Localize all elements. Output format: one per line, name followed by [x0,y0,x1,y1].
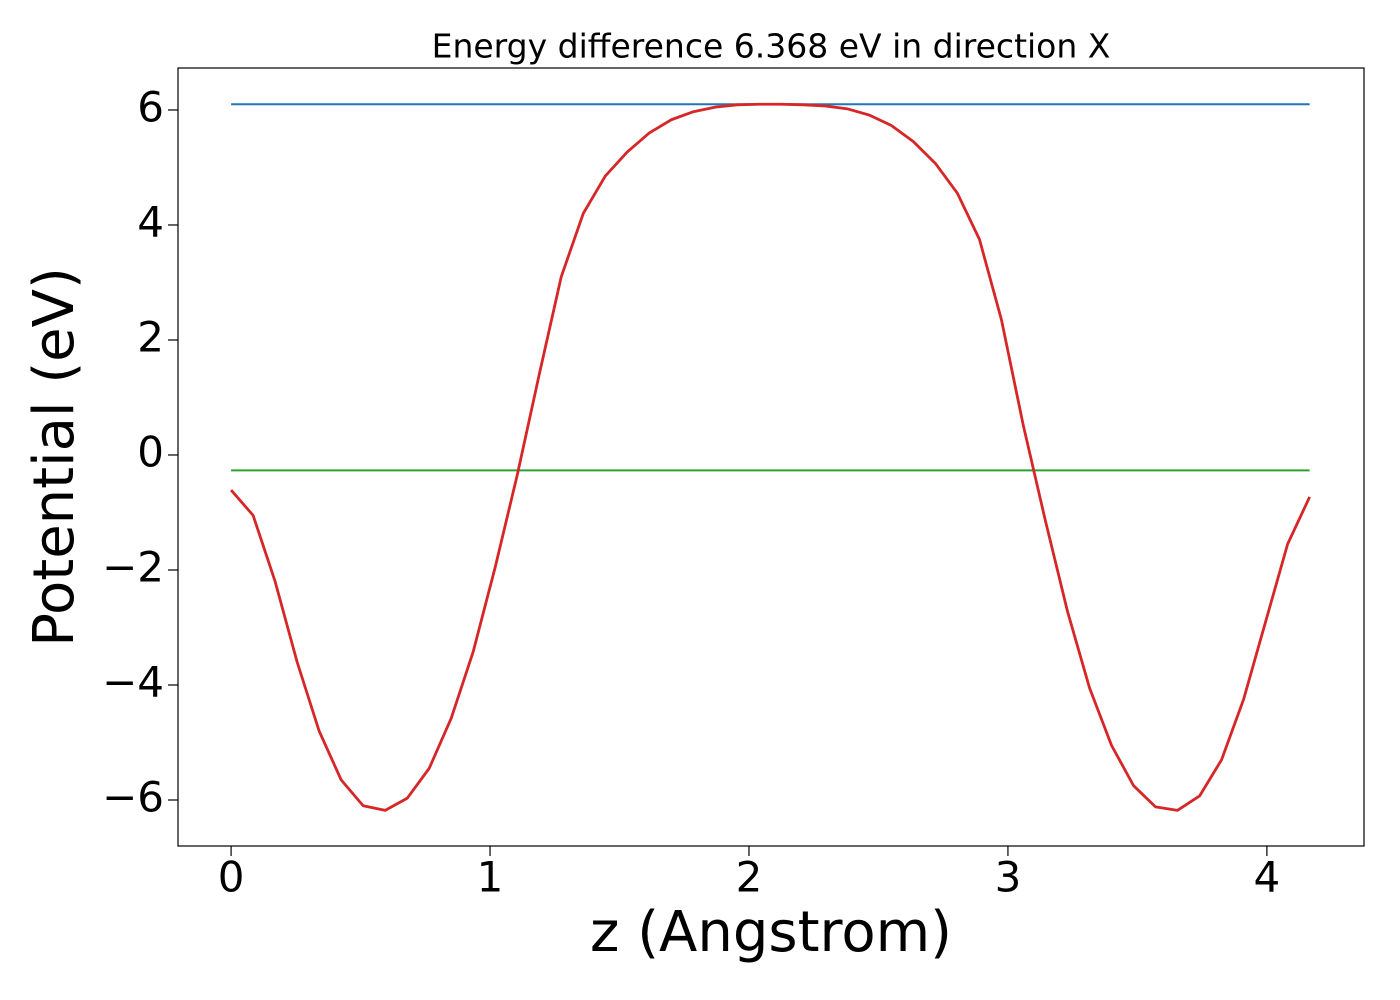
x-tick-label: 1 [477,853,504,902]
x-tick-label: 3 [995,853,1022,902]
plot-frame [177,67,1365,847]
y-tick-label: 2 [137,312,164,361]
y-tick-label: 6 [137,82,164,131]
data-line [230,102,1311,812]
chart-title: Energy difference 6.368 eV in direction … [432,27,1111,66]
x-tick-label: 4 [1254,853,1281,902]
y-tick-label: 4 [137,197,164,246]
y-axis-label: Potential (eV) [22,267,87,647]
y-tick-label: −6 [102,772,164,821]
x-tick-label: 0 [218,853,245,902]
y-tick-label: −2 [102,542,164,591]
x-tick-label: 2 [736,853,763,902]
y-tick-label: 0 [137,427,164,476]
y-tick-label: −4 [102,657,164,706]
x-axis-label: z (Angstrom) [590,900,952,965]
